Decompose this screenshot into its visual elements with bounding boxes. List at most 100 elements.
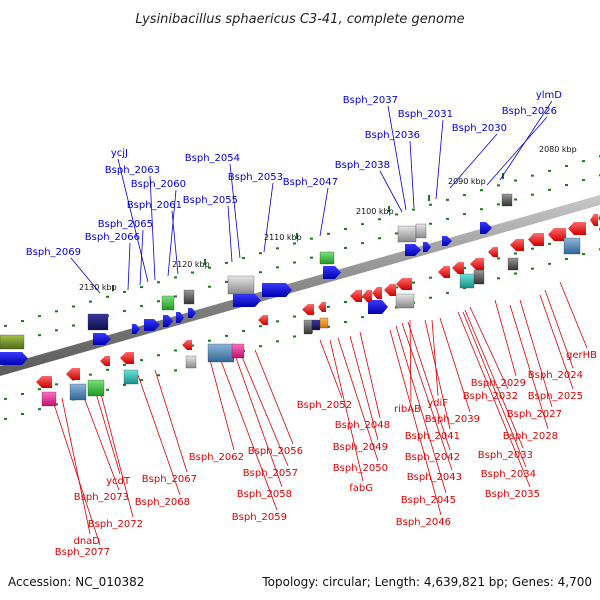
callout-line <box>389 329 442 516</box>
tick-dot <box>310 237 313 240</box>
tick-dot <box>140 305 143 308</box>
gene-label-reverse: Bsph_2046 <box>396 517 451 528</box>
callout-line <box>81 391 120 491</box>
tick-dot <box>327 232 330 235</box>
tick-dot <box>378 218 381 221</box>
gene-label-reverse: Bsph_2045 <box>401 495 456 506</box>
callout-line <box>167 189 177 277</box>
gene-label-reverse: fabG <box>349 483 373 494</box>
tick-dot <box>259 325 262 328</box>
feature-block <box>319 251 335 265</box>
tick-dot <box>480 189 483 192</box>
callout-line <box>431 319 439 397</box>
tick-dot <box>582 160 585 163</box>
tick-dot <box>276 247 279 250</box>
tick-dot <box>191 271 194 274</box>
tick-dot <box>514 179 517 182</box>
callout-line <box>254 349 294 445</box>
callout-line <box>439 317 471 413</box>
tick-dot <box>38 388 41 391</box>
genome-summary-text: Topology: circular; Length: 4,639,821 bp… <box>261 575 592 589</box>
reverse-gene-arrow <box>182 340 192 350</box>
gene-label-reverse: Bsph_2049 <box>333 442 388 453</box>
feature-block <box>397 225 417 243</box>
tick-dot <box>157 300 160 303</box>
feature-block <box>231 343 245 359</box>
forward-gene-arrow <box>188 308 196 318</box>
reverse-gene-arrow <box>438 266 450 278</box>
callout-line <box>209 359 235 451</box>
tick-dot <box>225 334 228 337</box>
gene-label-reverse: Bsph_2068 <box>135 497 190 508</box>
feature-block <box>207 343 235 363</box>
gene-label-forward: Bsph_2061 <box>127 200 182 211</box>
reverse-gene-arrow <box>36 376 52 388</box>
gene-label-reverse: Bsph_2024 <box>528 370 583 381</box>
gene-label-forward: Bsph_2063 <box>105 165 160 176</box>
gene-label-forward: ylmD <box>536 90 562 101</box>
callout-line <box>395 325 447 494</box>
tick-dot <box>480 208 483 211</box>
callout-line <box>227 205 233 263</box>
tick-dot <box>446 291 449 294</box>
tick-dot <box>463 194 466 197</box>
callout-line <box>519 299 553 408</box>
feature-block <box>563 237 581 255</box>
reverse-gene-arrow <box>510 239 524 251</box>
callout-line <box>409 319 412 403</box>
tick-dot <box>242 330 245 333</box>
tick-dot <box>259 252 262 255</box>
tick-dot <box>344 320 347 323</box>
tick-label: 2080 kbp <box>539 145 577 154</box>
tick-dot <box>395 286 398 289</box>
callout-line <box>469 306 509 390</box>
tick-dot <box>89 300 92 303</box>
tick-dot <box>55 403 58 406</box>
gene-label-reverse: Bsph_2067 <box>142 474 197 485</box>
reverse-gene-arrow <box>548 228 566 241</box>
tick-dot <box>259 271 262 274</box>
tick-dot <box>174 295 177 298</box>
gene-label-reverse: Bsph_2052 <box>297 400 352 411</box>
tick-dot <box>140 379 143 382</box>
callout-line <box>457 311 531 488</box>
reverse-gene-arrow <box>396 278 412 290</box>
gene-label-forward: Bsph_2031 <box>398 109 453 120</box>
callout-line <box>61 397 91 535</box>
tick-dot <box>361 223 364 226</box>
gene-label-reverse: dnaD <box>73 536 100 547</box>
tick-dot <box>429 276 432 279</box>
tick-dot <box>293 261 296 264</box>
gene-label-reverse: Bsph_2034 <box>481 469 536 480</box>
tick-label: 2120 kbp <box>172 260 210 269</box>
tick-label: 2110 kbp <box>264 233 302 242</box>
forward-gene-arrow <box>423 242 431 252</box>
tick-dot <box>225 280 228 283</box>
callout-line <box>559 281 588 349</box>
major-tick <box>388 206 390 212</box>
gene-label-forward: Bsph_2055 <box>183 195 238 206</box>
tick-dot <box>4 417 7 420</box>
tick-dot <box>89 373 92 376</box>
tick-dot <box>565 183 568 186</box>
callout-line <box>544 289 574 369</box>
callout-line <box>234 354 283 488</box>
reverse-gene-arrow <box>590 214 598 226</box>
major-tick <box>296 233 298 239</box>
callout-line <box>401 322 453 471</box>
callout-line <box>263 182 274 253</box>
callout-line <box>449 133 498 189</box>
feature-block <box>311 319 321 331</box>
tick-dot <box>327 305 330 308</box>
tick-dot <box>344 300 347 303</box>
gene-label-reverse: Bsph_2072 <box>88 519 143 530</box>
tick-dot <box>412 281 415 284</box>
gene-label-reverse: Bsph_2025 <box>528 391 583 402</box>
tick-dot <box>174 369 177 372</box>
forward-gene-arrow <box>405 244 421 256</box>
forward-gene-arrow <box>176 312 184 323</box>
gene-label-reverse: Bsph_2028 <box>503 431 558 442</box>
reverse-gene-arrow <box>452 262 464 274</box>
gene-label-reverse: Bsph_2033 <box>478 450 533 461</box>
tick-dot <box>4 397 7 400</box>
